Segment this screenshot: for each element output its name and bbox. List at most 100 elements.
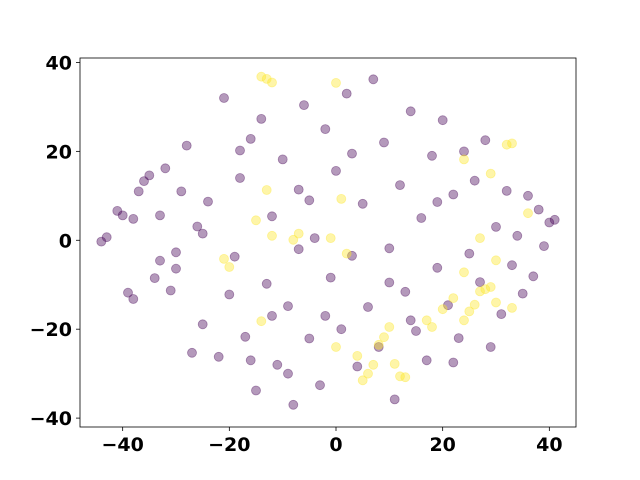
data-point (293, 184, 304, 195)
x-tick-label: −20 (208, 434, 250, 456)
data-point (459, 154, 469, 165)
data-point (480, 284, 491, 295)
data-point (448, 189, 459, 200)
data-point (331, 342, 341, 352)
data-point (523, 190, 533, 201)
data-point (427, 322, 437, 332)
data-point (389, 394, 400, 405)
data-point (347, 250, 357, 261)
data-point (96, 236, 107, 247)
data-point (267, 77, 277, 88)
data-point (491, 297, 501, 308)
data-point (325, 272, 336, 283)
data-point (501, 185, 512, 196)
data-point (475, 277, 485, 288)
data-point (347, 148, 357, 159)
data-point (251, 385, 261, 396)
data-point (395, 371, 405, 382)
data-point (288, 234, 299, 245)
data-point (405, 106, 416, 117)
data-point (288, 399, 299, 410)
data-point (507, 260, 517, 271)
x-tick-label: 20 (429, 434, 455, 456)
data-point (389, 358, 400, 369)
data-point (373, 342, 384, 352)
data-point (267, 211, 277, 222)
data-point (224, 289, 235, 300)
data-point (293, 244, 304, 255)
data-point (315, 380, 325, 391)
data-point (432, 262, 443, 273)
data-point (459, 146, 469, 157)
data-point (512, 230, 523, 241)
data-point (197, 228, 208, 239)
data-point (437, 304, 448, 315)
data-point (283, 301, 293, 312)
data-point (453, 333, 464, 344)
data-point (331, 165, 341, 176)
x-tick-label: 40 (536, 434, 562, 456)
data-point (171, 247, 181, 258)
data-point (475, 233, 485, 244)
data-point (400, 286, 411, 297)
data-point (427, 150, 437, 161)
data-point (384, 277, 395, 288)
data-point (336, 324, 347, 335)
data-point (517, 288, 528, 299)
data-point (224, 262, 235, 272)
data-point (144, 170, 155, 181)
y-tick-label: 40 (46, 52, 72, 74)
data-point (240, 331, 251, 342)
data-point (336, 193, 347, 204)
data-point (256, 114, 267, 124)
data-point (235, 173, 245, 183)
ticks-layer: −40 −20 0 20 40 −40 −20 0 20 40 (30, 52, 563, 456)
y-tick-label: −40 (30, 408, 72, 430)
data-point (485, 342, 496, 352)
data-point (496, 309, 507, 320)
data-point (459, 315, 469, 326)
data-point (171, 263, 181, 274)
data-point (464, 248, 475, 259)
data-point (293, 228, 304, 239)
data-point (149, 273, 160, 284)
data-point (304, 195, 315, 206)
y-tick-label: 0 (59, 230, 72, 252)
data-point (331, 78, 341, 88)
data-point (384, 322, 395, 332)
data-point (117, 210, 128, 221)
data-point (352, 350, 363, 361)
x-tick-label: −40 (101, 434, 143, 456)
data-point (448, 293, 459, 304)
data-point (501, 139, 512, 150)
data-point (507, 138, 517, 149)
data-point (395, 180, 405, 191)
series-class-0 (96, 74, 560, 410)
data-point (133, 186, 144, 197)
data-point (341, 88, 352, 99)
data-point (304, 333, 315, 344)
data-point (357, 375, 368, 386)
data-point (192, 221, 203, 232)
data-point (261, 278, 272, 289)
data-point (245, 355, 256, 366)
data-point (299, 100, 309, 110)
data-point (469, 175, 480, 186)
data-point (219, 253, 229, 264)
data-point (379, 332, 389, 343)
data-point (363, 302, 373, 312)
data-point (379, 137, 389, 148)
data-point (528, 271, 539, 282)
data-point (139, 176, 149, 187)
data-point (384, 243, 395, 254)
data-point (165, 285, 176, 296)
data-point (480, 135, 491, 146)
data-point (368, 359, 379, 370)
data-point (229, 251, 240, 262)
data-point (357, 198, 368, 209)
data-point (261, 185, 272, 195)
data-point (235, 145, 245, 156)
data-point (187, 347, 197, 358)
data-point (267, 230, 277, 241)
data-point (320, 124, 331, 135)
